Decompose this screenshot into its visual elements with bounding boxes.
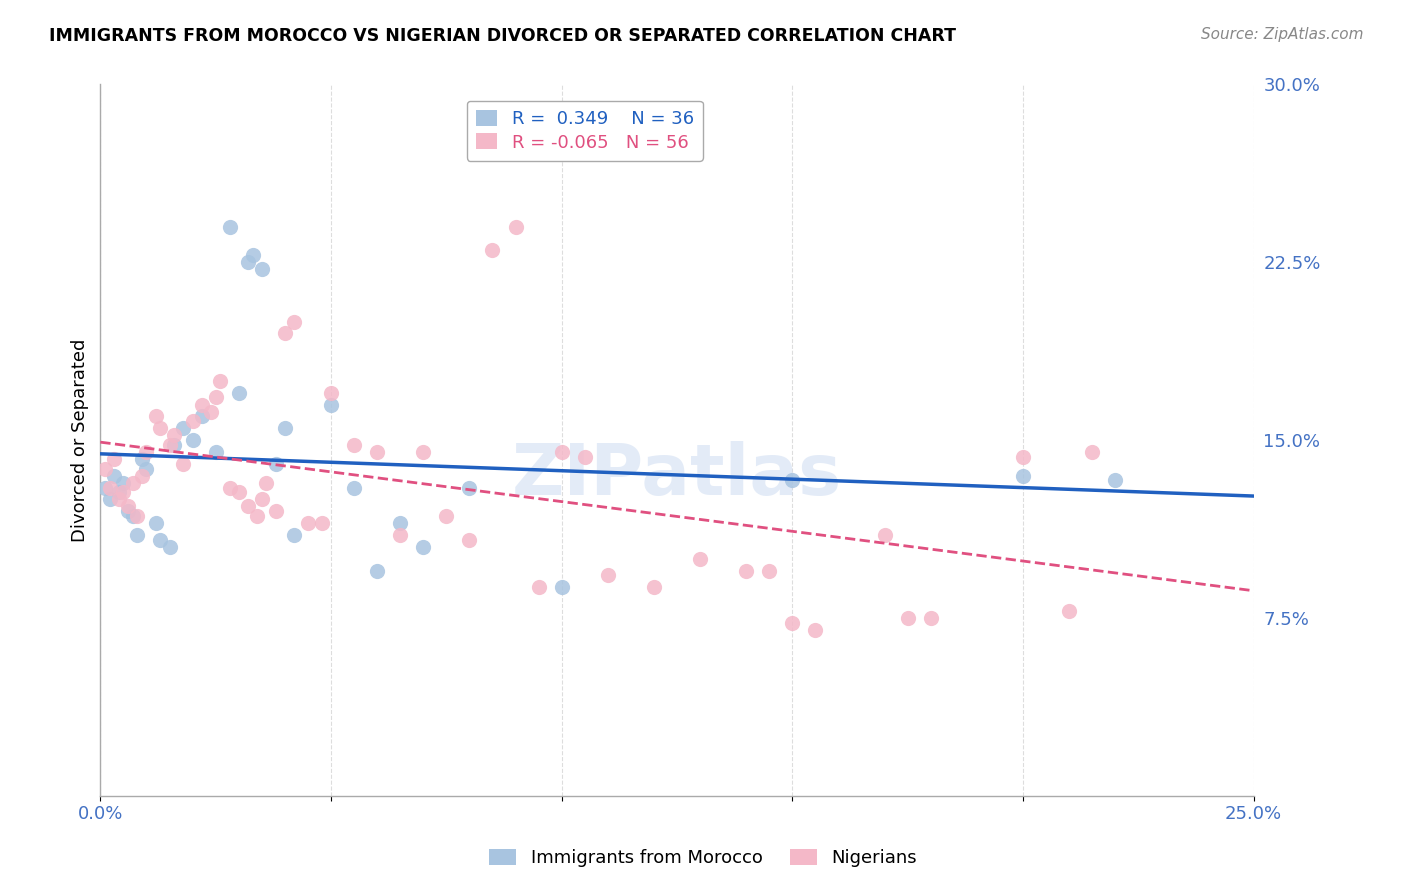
Point [550, 580, 572, 594]
Legend: R =  0.349    N = 36, R = -0.065   N = 56: R = 0.349 N = 36, R = -0.065 N = 56 [467, 101, 703, 161]
Point [181, 414, 204, 428]
Point [458, 481, 481, 495]
Point [121, 508, 143, 523]
Point [131, 468, 153, 483]
Point [343, 481, 366, 495]
Point [98, 481, 121, 495]
Point [1012, 468, 1035, 483]
Point [204, 445, 226, 459]
Point [149, 421, 172, 435]
Point [596, 568, 619, 582]
Point [389, 528, 412, 542]
Point [481, 244, 503, 258]
Point [236, 255, 259, 269]
Point [228, 485, 250, 500]
Point [412, 445, 434, 459]
Point [117, 500, 139, 514]
Point [103, 468, 125, 483]
Point [264, 457, 287, 471]
Point [311, 516, 333, 530]
Point [181, 433, 204, 447]
Point [250, 262, 273, 277]
Point [283, 528, 305, 542]
Point [121, 475, 143, 490]
Point [758, 564, 780, 578]
Point [98, 492, 121, 507]
Point [366, 445, 388, 459]
Point [274, 421, 297, 435]
Point [458, 533, 481, 547]
Point [145, 409, 167, 424]
Point [209, 374, 232, 388]
Point [172, 421, 194, 435]
Point [159, 540, 181, 554]
Point [191, 409, 214, 424]
Point [94, 481, 117, 495]
Point [412, 540, 434, 554]
Point [131, 452, 153, 467]
Point [127, 528, 149, 542]
Legend: Immigrants from Morocco, Nigerians: Immigrants from Morocco, Nigerians [482, 841, 924, 874]
Point [218, 219, 240, 234]
Point [159, 438, 181, 452]
Point [574, 450, 596, 464]
Point [149, 533, 172, 547]
Point [204, 391, 226, 405]
Point [1081, 445, 1104, 459]
Point [297, 516, 319, 530]
Text: ZIPatlas: ZIPatlas [512, 442, 842, 510]
Point [112, 475, 135, 490]
Point [135, 445, 157, 459]
Point [200, 404, 222, 418]
Point [689, 551, 711, 566]
Point [218, 481, 240, 495]
Point [643, 580, 665, 594]
Point [112, 485, 135, 500]
Point [163, 438, 186, 452]
Y-axis label: Divorced or Separated: Divorced or Separated [72, 338, 89, 541]
Point [127, 508, 149, 523]
Point [319, 398, 342, 412]
Point [228, 385, 250, 400]
Point [550, 445, 572, 459]
Point [366, 564, 388, 578]
Point [1104, 474, 1126, 488]
Point [1012, 450, 1035, 464]
Point [135, 461, 157, 475]
Point [389, 516, 412, 530]
Point [434, 508, 457, 523]
Point [117, 504, 139, 518]
Point [319, 385, 342, 400]
Point [94, 461, 117, 475]
Point [172, 457, 194, 471]
Point [274, 326, 297, 341]
Point [343, 438, 366, 452]
Text: Source: ZipAtlas.com: Source: ZipAtlas.com [1201, 27, 1364, 42]
Point [163, 428, 186, 442]
Point [107, 492, 129, 507]
Point [897, 611, 920, 625]
Text: IMMIGRANTS FROM MOROCCO VS NIGERIAN DIVORCED OR SEPARATED CORRELATION CHART: IMMIGRANTS FROM MOROCCO VS NIGERIAN DIVO… [49, 27, 956, 45]
Point [782, 615, 804, 630]
Point [145, 516, 167, 530]
Point [735, 564, 758, 578]
Point [246, 508, 269, 523]
Point [505, 219, 527, 234]
Point [103, 452, 125, 467]
Point [920, 611, 942, 625]
Point [527, 580, 550, 594]
Point [236, 500, 259, 514]
Point [254, 475, 277, 490]
Point [782, 474, 804, 488]
Point [804, 623, 827, 637]
Point [283, 314, 305, 328]
Point [1057, 604, 1080, 618]
Point [107, 485, 129, 500]
Point [191, 398, 214, 412]
Point [250, 492, 273, 507]
Point [264, 504, 287, 518]
Point [242, 248, 264, 262]
Point [873, 528, 896, 542]
